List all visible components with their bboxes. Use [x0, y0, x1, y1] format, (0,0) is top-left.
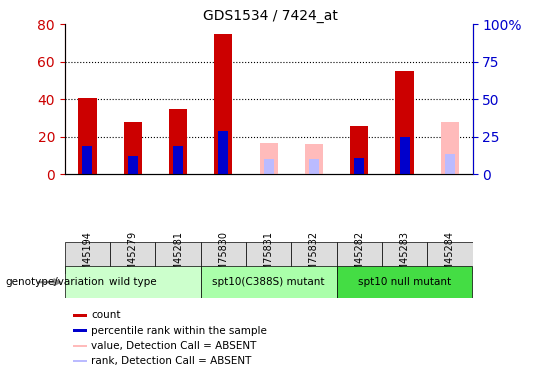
- Text: GSM45279: GSM45279: [128, 231, 138, 284]
- Bar: [336, 266, 472, 298]
- Bar: [309, 159, 319, 174]
- Bar: [156, 242, 201, 274]
- Bar: [336, 242, 382, 274]
- Text: percentile rank within the sample: percentile rank within the sample: [91, 326, 267, 336]
- Bar: [350, 126, 368, 174]
- Text: GSM45281: GSM45281: [173, 231, 183, 284]
- Bar: [124, 122, 142, 174]
- Bar: [73, 345, 87, 347]
- Bar: [395, 71, 414, 174]
- Bar: [73, 314, 87, 316]
- Text: GDS1534 / 7424_at: GDS1534 / 7424_at: [202, 9, 338, 23]
- Bar: [173, 146, 183, 174]
- Bar: [201, 266, 336, 298]
- Bar: [246, 242, 291, 274]
- Bar: [214, 34, 232, 174]
- Bar: [65, 266, 201, 298]
- Bar: [110, 242, 156, 274]
- Text: GSM45194: GSM45194: [83, 231, 92, 284]
- Bar: [128, 156, 138, 174]
- Text: rank, Detection Call = ABSENT: rank, Detection Call = ABSENT: [91, 356, 252, 366]
- Bar: [441, 122, 459, 174]
- Text: GSM75830: GSM75830: [218, 231, 228, 284]
- Text: count: count: [91, 310, 121, 320]
- Text: genotype/variation: genotype/variation: [5, 277, 105, 287]
- Bar: [218, 131, 228, 174]
- Text: GSM45284: GSM45284: [445, 231, 455, 284]
- Bar: [400, 137, 409, 174]
- Text: GSM45283: GSM45283: [400, 231, 409, 284]
- Bar: [260, 142, 278, 174]
- Bar: [291, 242, 336, 274]
- Bar: [73, 360, 87, 362]
- Text: value, Detection Call = ABSENT: value, Detection Call = ABSENT: [91, 341, 256, 351]
- Bar: [427, 242, 472, 274]
- Bar: [382, 242, 427, 274]
- Bar: [83, 146, 92, 174]
- Text: GSM75831: GSM75831: [264, 231, 274, 284]
- Bar: [354, 158, 364, 174]
- Bar: [264, 159, 274, 174]
- Bar: [305, 144, 323, 174]
- Text: GSM75832: GSM75832: [309, 231, 319, 284]
- Bar: [78, 98, 97, 174]
- Bar: [73, 329, 87, 332]
- Bar: [169, 109, 187, 174]
- Bar: [65, 242, 110, 274]
- Text: spt10(C388S) mutant: spt10(C388S) mutant: [212, 277, 325, 287]
- Bar: [445, 154, 455, 174]
- Text: wild type: wild type: [109, 277, 157, 287]
- Bar: [201, 242, 246, 274]
- Text: spt10 null mutant: spt10 null mutant: [358, 277, 451, 287]
- Text: GSM45282: GSM45282: [354, 231, 364, 284]
